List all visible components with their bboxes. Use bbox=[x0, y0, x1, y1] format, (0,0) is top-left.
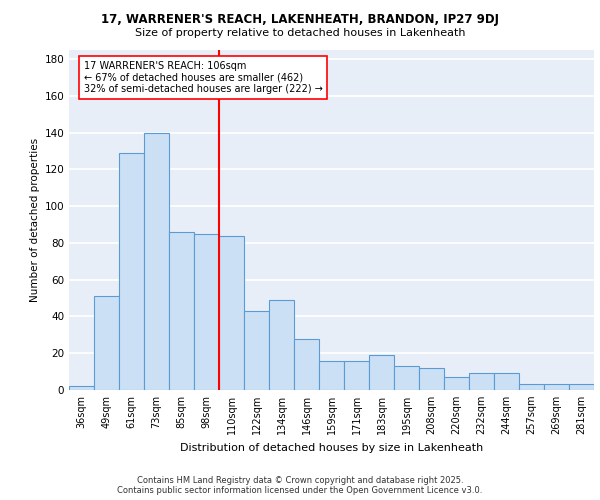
Bar bbox=[319, 360, 344, 390]
Bar bbox=[544, 384, 569, 390]
Bar bbox=[94, 296, 119, 390]
X-axis label: Distribution of detached houses by size in Lakenheath: Distribution of detached houses by size … bbox=[180, 442, 483, 452]
Bar bbox=[169, 232, 194, 390]
Bar bbox=[144, 132, 169, 390]
Bar bbox=[394, 366, 419, 390]
Bar bbox=[219, 236, 244, 390]
Bar bbox=[494, 374, 519, 390]
Bar bbox=[269, 300, 294, 390]
Bar bbox=[569, 384, 594, 390]
Bar bbox=[344, 360, 369, 390]
Bar bbox=[244, 311, 269, 390]
Bar bbox=[119, 153, 144, 390]
Bar bbox=[294, 338, 319, 390]
Bar bbox=[419, 368, 444, 390]
Bar bbox=[444, 377, 469, 390]
Text: 17, WARRENER'S REACH, LAKENHEATH, BRANDON, IP27 9DJ: 17, WARRENER'S REACH, LAKENHEATH, BRANDO… bbox=[101, 12, 499, 26]
Bar bbox=[194, 234, 219, 390]
Bar bbox=[519, 384, 544, 390]
Bar bbox=[369, 355, 394, 390]
Text: Contains HM Land Registry data © Crown copyright and database right 2025.
Contai: Contains HM Land Registry data © Crown c… bbox=[118, 476, 482, 495]
Bar bbox=[469, 374, 494, 390]
Text: 17 WARRENER'S REACH: 106sqm
← 67% of detached houses are smaller (462)
32% of se: 17 WARRENER'S REACH: 106sqm ← 67% of det… bbox=[83, 61, 322, 94]
Text: Size of property relative to detached houses in Lakenheath: Size of property relative to detached ho… bbox=[135, 28, 465, 38]
Y-axis label: Number of detached properties: Number of detached properties bbox=[30, 138, 40, 302]
Bar bbox=[69, 386, 94, 390]
